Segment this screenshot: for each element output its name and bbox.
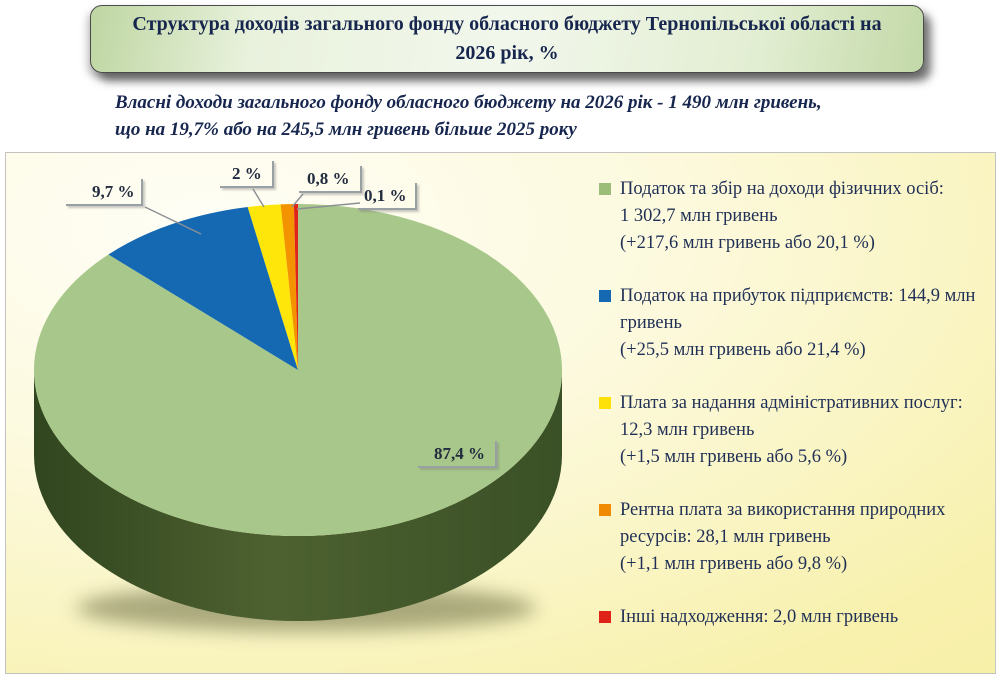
chart-panel: 9,7 % 2 % 0,8 % 0,1 % 87,4 % Податок та … <box>5 152 996 674</box>
leader-lines <box>144 188 361 235</box>
legend-marker-green <box>599 183 611 195</box>
pie-label-green: 87,4 % <box>418 441 497 469</box>
legend-item-other: Інші надходження: 2,0 млн гривень <box>599 604 993 631</box>
legend-label: Інші надходження: 2,0 млн гривень <box>620 607 899 627</box>
legend-change: (+1,1 млн гривень або 9,8 %) <box>620 554 848 574</box>
legend: Податок та збір на доходи фізичних осіб:… <box>599 176 993 657</box>
pie-side <box>34 370 562 621</box>
legend-item-admin-services: Плата за надання адміністративних послуг… <box>599 390 993 471</box>
subtitle-line-1: Власні доходи загального фонду обласного… <box>115 92 822 113</box>
pie-slice-1 <box>108 207 299 370</box>
legend-label: Плата за надання адміністративних послуг… <box>620 393 963 440</box>
pie-label-yellow: 2 % <box>220 161 274 189</box>
legend-change: (+1,5 млн гривень або 5,6 %) <box>620 447 848 467</box>
pie-slice-0 <box>34 204 563 536</box>
title-banner: Структура доходів загального фонду облас… <box>90 5 924 73</box>
legend-item-pit: Податок та збір на доходи фізичних осіб:… <box>599 176 993 257</box>
legend-item-profit-tax: Податок на прибуток підприємств: 144,9 м… <box>599 283 993 364</box>
pie-label-red: 0,1 % <box>358 183 417 211</box>
legend-change: (+25,5 млн гривень або 21,4 %) <box>620 340 866 360</box>
leader-line-0-8 <box>291 193 304 208</box>
leader-line-9-7 <box>144 206 202 235</box>
legend-label: Податок на прибуток підприємств: 144,9 м… <box>620 286 976 333</box>
legend-item-rent: Рентна плата за використання природних р… <box>599 497 993 578</box>
legend-label: Податок та збір на доходи фізичних осіб:… <box>620 179 944 226</box>
pie-side-path <box>34 370 562 621</box>
pie-label-blue: 9,7 % <box>66 179 143 207</box>
pie-slice-2 <box>247 204 298 370</box>
pie-slices <box>34 203 563 536</box>
pie-3d <box>34 188 563 632</box>
subtitle: Власні доходи загального фонду обласного… <box>115 90 915 144</box>
legend-marker-red <box>599 611 611 623</box>
legend-marker-blue <box>599 290 611 302</box>
legend-label: Рентна плата за використання природних р… <box>620 500 946 547</box>
pie-label-orange: 0,8 % <box>299 166 362 194</box>
legend-change: (+217,6 млн гривень або 20,1 %) <box>620 233 875 253</box>
subtitle-line-2: що на 19,7% або на 245,5 млн гривень біл… <box>115 118 577 140</box>
legend-marker-orange <box>599 504 611 516</box>
page-title: Структура доходів загального фонду облас… <box>132 13 882 64</box>
pie-slice-3 <box>280 204 298 370</box>
pie-slice-4 <box>293 203 298 370</box>
leader-line-0-1 <box>296 202 361 210</box>
legend-marker-yellow <box>599 397 611 409</box>
leader-line-2 <box>252 188 265 208</box>
